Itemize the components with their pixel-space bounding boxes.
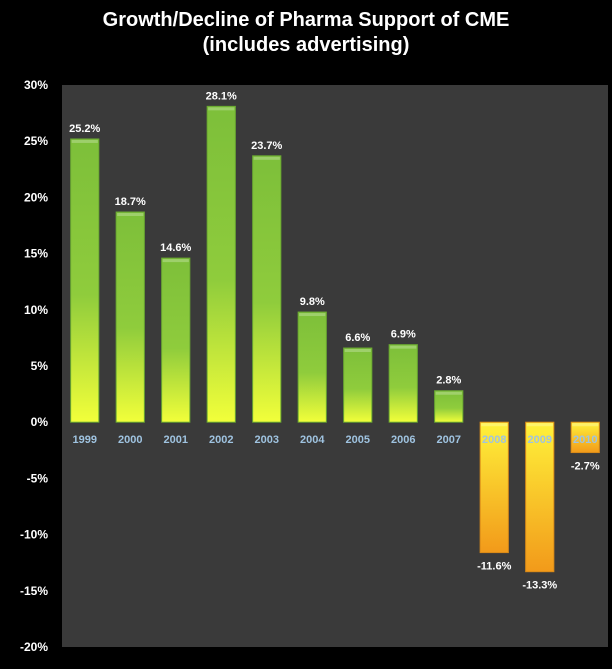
- y-tick-label: 0%: [31, 415, 49, 429]
- data-label: -11.6%: [477, 561, 511, 573]
- y-tick-label: 15%: [24, 247, 48, 261]
- x-tick-label: 1999: [73, 434, 97, 446]
- data-label: -13.3%: [522, 580, 557, 592]
- data-label: 18.7%: [115, 196, 146, 208]
- x-tick-label: 2002: [209, 434, 233, 446]
- data-label: 25.2%: [69, 123, 100, 135]
- bar-2007: [434, 390, 464, 423]
- bar-highlight: [435, 391, 462, 395]
- bar-highlight: [572, 423, 599, 427]
- bar-highlight: [253, 156, 280, 160]
- bar-2008: [479, 421, 509, 554]
- bar-highlight: [390, 345, 417, 349]
- y-tick-label: 30%: [24, 78, 48, 92]
- x-tick-label: 2010: [573, 434, 597, 446]
- y-tick-label: 25%: [24, 134, 48, 148]
- bar-highlight: [299, 313, 326, 317]
- data-label: -2.7%: [571, 461, 600, 473]
- x-tick-label: 2004: [300, 434, 325, 446]
- bar-2005: [343, 347, 373, 423]
- x-tick-label: 2003: [255, 434, 279, 446]
- data-label: 6.9%: [391, 329, 416, 341]
- bar-highlight: [344, 349, 371, 353]
- x-tick-label: 2008: [482, 434, 506, 446]
- y-tick-label: -20%: [20, 640, 48, 654]
- bar-2010: [570, 421, 600, 454]
- chart-title: Growth/Decline of Pharma Support of CME …: [0, 8, 612, 58]
- data-label: 23.7%: [251, 140, 282, 152]
- data-label: 28.1%: [206, 90, 237, 102]
- bar-2006: [388, 344, 418, 423]
- bar-1999: [70, 138, 100, 423]
- bar-highlight: [526, 423, 553, 427]
- data-label: 14.6%: [160, 242, 191, 254]
- bar-2004: [297, 311, 327, 423]
- data-label: 9.8%: [300, 296, 325, 308]
- x-tick-label: 2005: [346, 434, 370, 446]
- y-tick-label: 5%: [31, 359, 49, 373]
- bar-2009: [525, 421, 555, 573]
- x-tick-label: 2006: [391, 434, 415, 446]
- bar-2000: [115, 211, 145, 423]
- y-tick-label: 10%: [24, 303, 48, 317]
- bar-highlight: [117, 213, 144, 217]
- bar-2003: [252, 155, 282, 423]
- y-axis: 30% 25% 20% 15% 10% 5% 0% -5% -10% -15% -20%: [20, 78, 48, 654]
- y-tick-label: -5%: [27, 471, 49, 485]
- bar-2001: [161, 257, 191, 423]
- y-tick-label: -15%: [20, 584, 48, 598]
- data-labels: 25.2% 18.7% 14.6% 28.1% 23.7% 9.8% 6.6% 6.9% 2.8…: [69, 90, 600, 591]
- category-labels: 1999 2000 2001 2002 2003 2004 2005 2006 2007 2008…: [73, 434, 598, 446]
- data-label: 6.6%: [345, 332, 370, 344]
- x-tick-label: 2009: [528, 434, 552, 446]
- x-tick-label: 2000: [118, 434, 142, 446]
- plot-area: [62, 85, 608, 647]
- x-tick-label: 2007: [437, 434, 461, 446]
- y-tick-label: -10%: [20, 528, 48, 542]
- y-tick-label: 20%: [24, 190, 48, 204]
- chart-subtitle: (includes advertising): [202, 34, 410, 56]
- bar-2002: [206, 105, 236, 423]
- bar-highlight: [208, 107, 235, 111]
- bar-highlight: [71, 139, 98, 143]
- chart-title-line: Growth/Decline of Pharma Support of CME: [102, 9, 510, 31]
- bar-highlight: [162, 259, 189, 263]
- x-tick-label: 2001: [164, 434, 188, 446]
- bar-highlight: [481, 423, 508, 427]
- bars-group: [70, 105, 600, 573]
- data-label: 2.8%: [436, 375, 461, 387]
